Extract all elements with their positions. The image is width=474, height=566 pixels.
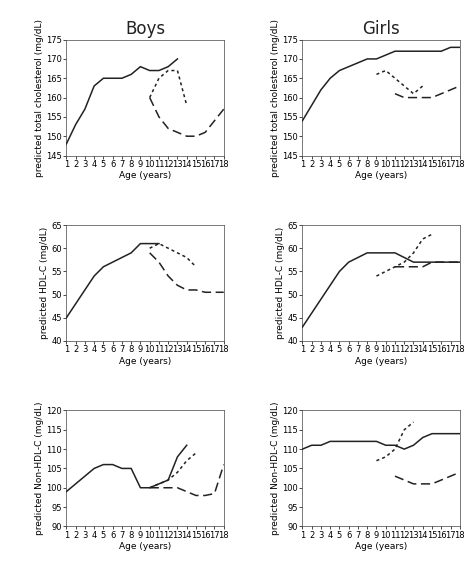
X-axis label: Age (years): Age (years) bbox=[355, 171, 407, 181]
Y-axis label: predicted HDL-C (mg/dL): predicted HDL-C (mg/dL) bbox=[276, 227, 285, 339]
Y-axis label: predicted total cholesterol (mg/dL): predicted total cholesterol (mg/dL) bbox=[271, 19, 280, 177]
X-axis label: Age (years): Age (years) bbox=[119, 542, 171, 551]
Y-axis label: predicted total cholesterol (mg/dL): predicted total cholesterol (mg/dL) bbox=[35, 19, 44, 177]
Title: Girls: Girls bbox=[362, 20, 400, 38]
X-axis label: Age (years): Age (years) bbox=[119, 357, 171, 366]
Y-axis label: predicted HDL-C (mg/dL): predicted HDL-C (mg/dL) bbox=[40, 227, 49, 339]
Y-axis label: predicted Non-HDL-C (mg/dL): predicted Non-HDL-C (mg/dL) bbox=[271, 402, 280, 535]
X-axis label: Age (years): Age (years) bbox=[119, 171, 171, 181]
X-axis label: Age (years): Age (years) bbox=[355, 542, 407, 551]
Y-axis label: predicted Non-HDL-C (mg/dL): predicted Non-HDL-C (mg/dL) bbox=[35, 402, 44, 535]
Title: Boys: Boys bbox=[125, 20, 165, 38]
X-axis label: Age (years): Age (years) bbox=[355, 357, 407, 366]
